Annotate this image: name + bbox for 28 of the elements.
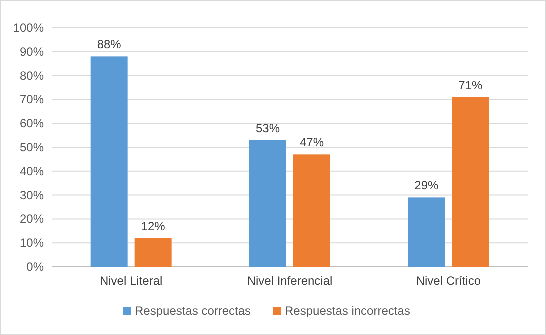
legend-label: Respuestas correctas: [135, 304, 252, 318]
y-tick-label: 80%: [20, 68, 44, 83]
legend-label: Respuestas incorrectas: [285, 304, 410, 318]
y-tick-label: 90%: [20, 44, 44, 59]
text: 71%: [458, 78, 483, 92]
y-tick-label: 30%: [20, 188, 44, 202]
bar: [408, 198, 446, 267]
text: 12%: [141, 219, 166, 234]
text: 88%: [97, 38, 122, 52]
x-tick-label: Nivel Crítico: [416, 274, 482, 288]
y-tick-label: 0%: [26, 260, 44, 274]
y-tick-label: 70%: [20, 92, 44, 107]
y-tick-label: 10%: [20, 236, 44, 250]
y-tick-label: 50%: [20, 140, 44, 154]
y-tick-label: 40%: [20, 164, 44, 178]
text: 29%: [414, 178, 439, 193]
bar: [134, 238, 172, 267]
text: 53%: [256, 121, 280, 136]
bar: [90, 56, 128, 267]
y-tick-label: 100%: [13, 21, 44, 35]
x-tick-label: Nivel Inferencial: [247, 274, 333, 288]
text: 47%: [300, 136, 324, 150]
y-tick-label: 20%: [20, 212, 44, 226]
bar: [250, 140, 286, 267]
y-tick-label: 60%: [20, 116, 44, 131]
x-tick-label: Nivel Literal: [100, 274, 163, 288]
bar: [294, 154, 330, 267]
bar: [452, 97, 490, 267]
